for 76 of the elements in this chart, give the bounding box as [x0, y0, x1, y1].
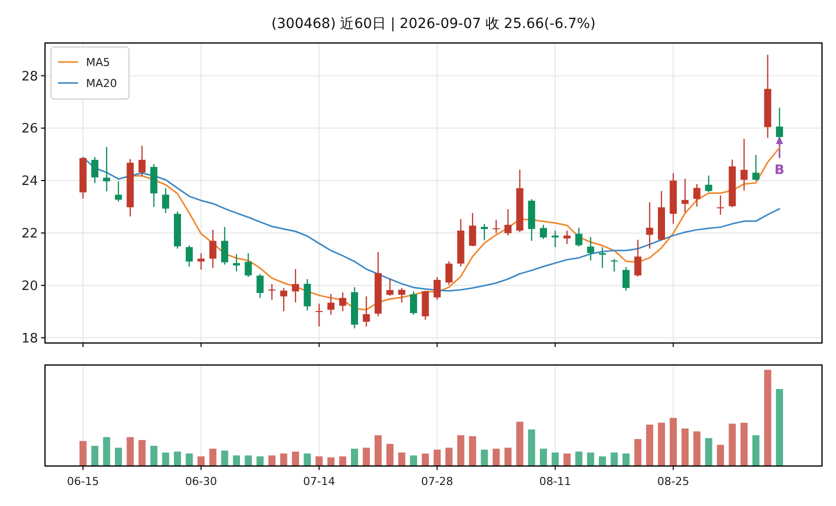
bar	[587, 452, 594, 466]
bar	[622, 453, 630, 466]
annotation: B	[774, 163, 784, 178]
bar	[221, 450, 228, 466]
bar	[386, 444, 394, 466]
bar	[186, 453, 193, 466]
bar	[292, 452, 300, 466]
bar	[705, 438, 712, 466]
bar	[716, 444, 724, 466]
bar	[410, 455, 418, 466]
bar	[776, 389, 784, 466]
bar	[350, 448, 358, 466]
legend-label: MA20	[86, 77, 118, 90]
x-tick-label: 06-30	[185, 475, 218, 488]
bar	[209, 448, 216, 466]
bar	[445, 448, 453, 466]
y-tick-label: 28	[21, 69, 38, 84]
bar	[670, 418, 677, 466]
bar	[150, 446, 158, 466]
bar	[752, 435, 760, 466]
bar	[469, 436, 476, 466]
x-tick-label: 07-28	[421, 475, 454, 488]
bar	[114, 448, 122, 466]
bar	[79, 440, 87, 466]
bar	[740, 422, 748, 466]
bar	[126, 437, 134, 466]
bar	[516, 422, 524, 466]
bar	[693, 431, 700, 466]
bar	[575, 452, 582, 466]
x-tick-label: 07-14	[303, 475, 336, 488]
bar	[398, 452, 406, 466]
x-tick-label: 08-25	[657, 475, 690, 488]
bar	[280, 453, 288, 466]
bar	[256, 456, 264, 466]
bar	[304, 453, 311, 466]
bar	[362, 448, 370, 466]
bar	[728, 424, 736, 466]
bar	[174, 452, 181, 466]
bar	[764, 370, 772, 466]
bar	[528, 429, 536, 466]
bar	[422, 453, 429, 466]
bar	[610, 452, 618, 466]
bar	[374, 435, 382, 466]
legend-label: MA5	[86, 56, 110, 69]
y-tick-label: 26	[21, 122, 38, 137]
bar	[316, 456, 323, 466]
y-tick-label: 18	[21, 331, 38, 346]
bar	[504, 448, 512, 466]
bar	[103, 437, 110, 466]
bar	[327, 457, 334, 466]
bar	[563, 453, 571, 466]
bar	[492, 448, 500, 466]
bar	[598, 456, 606, 466]
bar	[162, 452, 170, 466]
bar	[434, 450, 441, 466]
bar	[658, 422, 665, 466]
bar	[682, 428, 689, 466]
bar	[457, 435, 464, 466]
bar	[244, 455, 252, 466]
bar	[634, 439, 642, 466]
bar	[540, 448, 547, 466]
y-tick-label: 20	[21, 278, 38, 294]
x-tick-label: 06-15	[67, 475, 99, 488]
bar	[198, 456, 205, 466]
bar	[480, 450, 488, 466]
bar	[268, 455, 276, 466]
x-tick-label: 08-11	[539, 475, 572, 488]
bar	[138, 440, 146, 466]
bar	[552, 452, 559, 466]
bar	[339, 456, 346, 466]
y-tick-label: 22	[21, 226, 38, 242]
chart-title: (300468) 近60日 | 2026-09-07 收 25.66(-6.7%)	[271, 16, 596, 32]
y-tick-label: 24	[21, 174, 38, 190]
bar	[232, 455, 240, 466]
bar	[646, 424, 654, 466]
bar	[91, 446, 98, 466]
